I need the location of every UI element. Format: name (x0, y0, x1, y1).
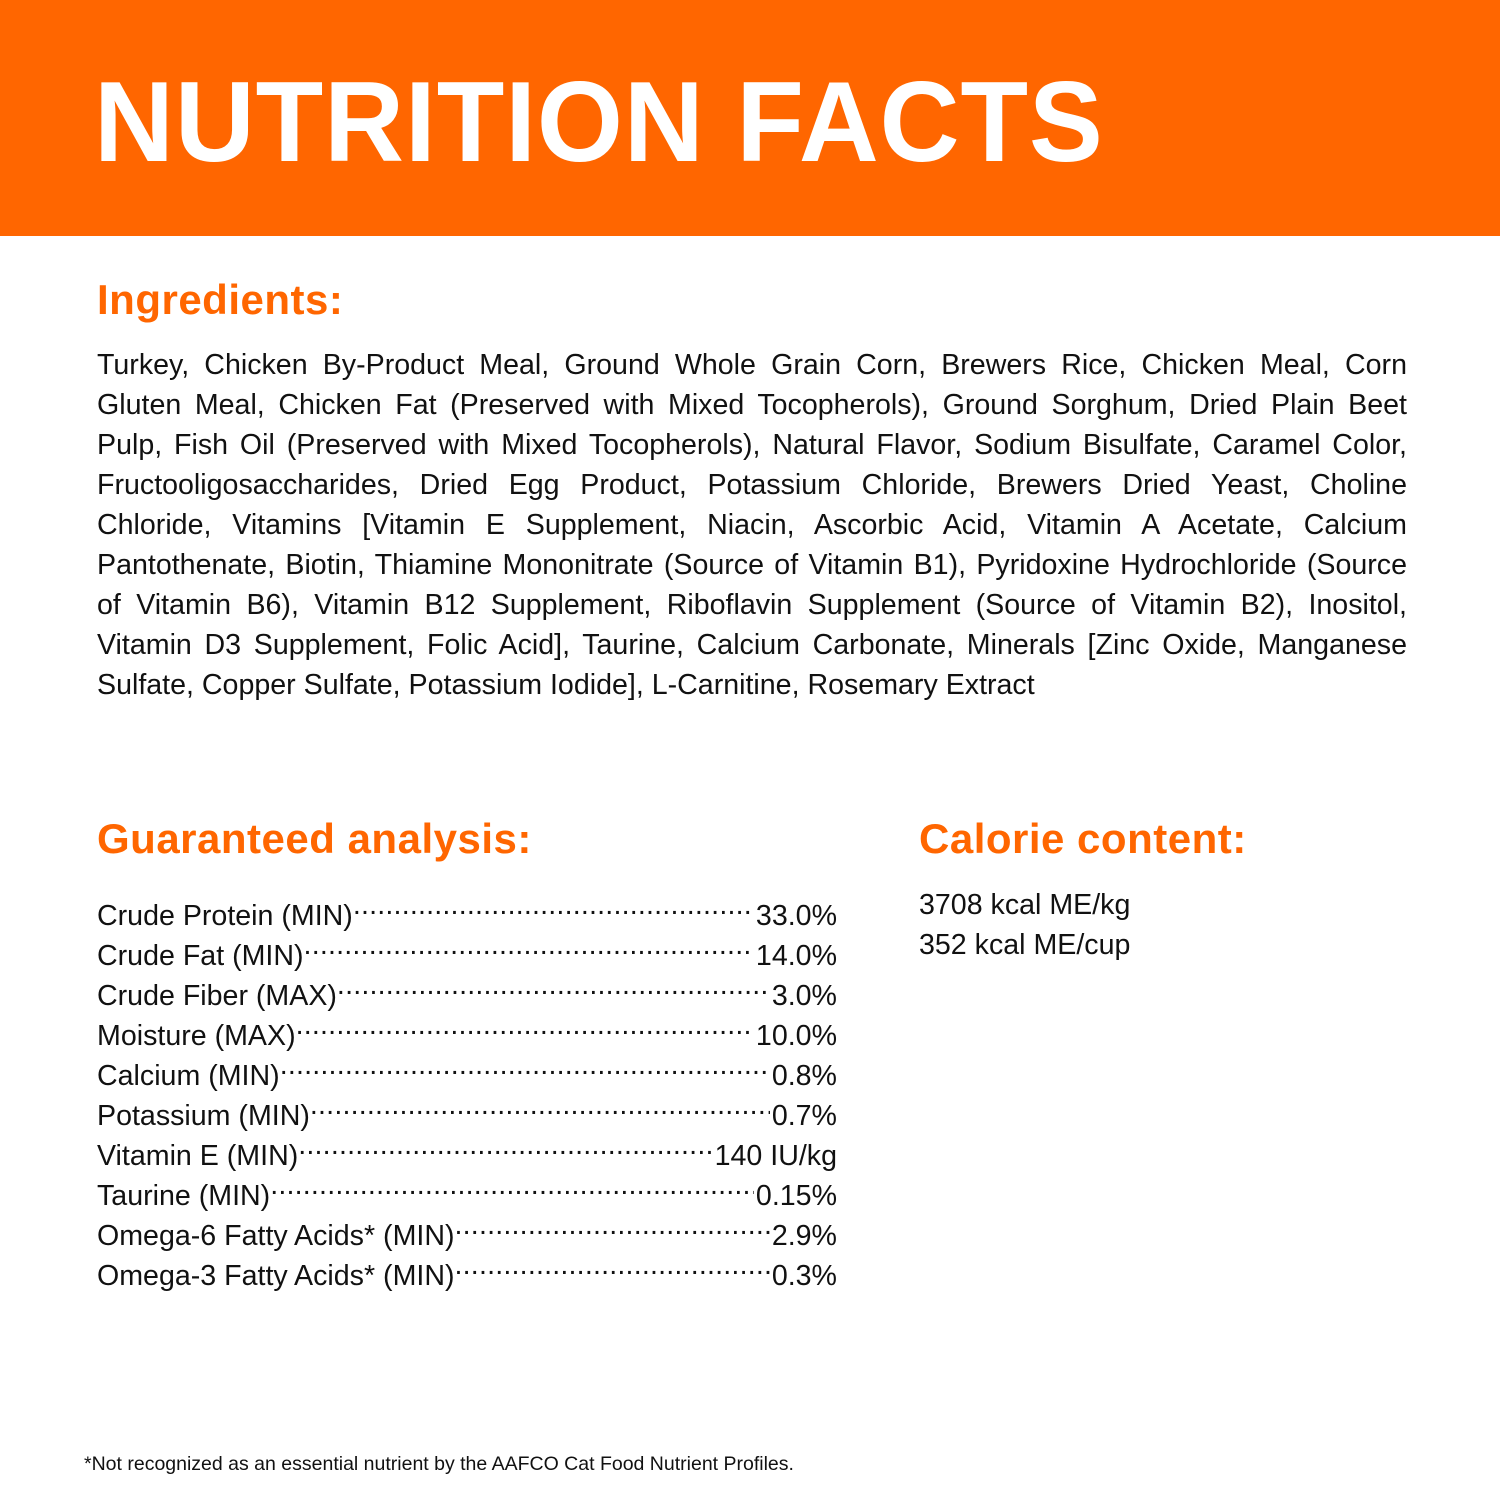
analysis-row: Potassium (MIN) 0.7% (97, 1085, 837, 1132)
analysis-label: Taurine (MIN) (97, 1180, 271, 1212)
calorie-per-kg: 3708 kcal ME/kg (919, 889, 1131, 921)
analysis-label: Omega-6 Fatty Acids* (MIN) (97, 1220, 455, 1252)
analysis-label: Vitamin E (MIN) (97, 1140, 299, 1172)
header-banner: NUTRITION FACTS (0, 0, 1500, 236)
dot-leader (280, 1045, 770, 1085)
page-title: NUTRITION FACTS (94, 59, 1104, 186)
analysis-row: Moisture (MAX) 10.0% (97, 1005, 837, 1052)
analysis-value: 0.3% (771, 1260, 837, 1292)
dot-leader (304, 925, 754, 965)
analysis-value: 3.0% (771, 980, 837, 1012)
analysis-value: 0.8% (771, 1060, 837, 1092)
dot-leader (310, 1085, 770, 1125)
analysis-row: Taurine (MIN) 0.15% (97, 1165, 837, 1212)
ingredients-heading: Ingredients: (97, 276, 344, 323)
analysis-row: Crude Protein (MIN) 33.0% (97, 885, 837, 932)
analysis-label: Potassium (MIN) (97, 1100, 310, 1132)
dot-leader (296, 1005, 754, 1045)
calorie-content-heading: Calorie content: (919, 815, 1247, 862)
dot-leader (270, 1165, 754, 1205)
ingredients-text: Turkey, Chicken By-Product Meal, Ground … (97, 349, 1407, 701)
analysis-row: Vitamin E (MIN) 140 IU/kg (97, 1125, 837, 1172)
guaranteed-analysis-list: Crude Protein (MIN) 33.0% Crude Fat (MIN… (97, 885, 837, 1292)
dot-leader (298, 1125, 712, 1165)
analysis-row: Calcium (MIN) 0.8% (97, 1045, 837, 1092)
calorie-content-list: 3708 kcal ME/kg 352 kcal ME/cup (919, 885, 1130, 965)
analysis-row: Omega-6 Fatty Acids* (MIN) 2.9% (97, 1205, 837, 1252)
footnote: *Not recognized as an essential nutrient… (84, 1453, 794, 1475)
guaranteed-analysis-heading: Guaranteed analysis: (97, 815, 532, 862)
analysis-label: Crude Fat (MIN) (97, 940, 304, 972)
dot-leader (455, 1245, 770, 1285)
analysis-row: Crude Fiber (MAX) 3.0% (97, 965, 837, 1012)
analysis-row: Crude Fat (MIN) 14.0% (97, 925, 837, 972)
calorie-per-cup: 352 kcal ME/cup (919, 929, 1131, 961)
analysis-label: Omega-3 Fatty Acids* (MIN) (97, 1260, 455, 1292)
dot-leader (353, 885, 754, 925)
analysis-row: Omega-3 Fatty Acids* (MIN) 0.3% (97, 1245, 837, 1292)
analysis-value: 2.9% (771, 1220, 837, 1252)
analysis-label: Calcium (MIN) (97, 1060, 280, 1092)
analysis-label: Moisture (MAX) (97, 1020, 296, 1052)
analysis-value: 0.7% (771, 1100, 837, 1132)
dot-leader (337, 965, 770, 1005)
dot-leader (455, 1205, 770, 1245)
analysis-value: 33.0% (755, 900, 837, 932)
